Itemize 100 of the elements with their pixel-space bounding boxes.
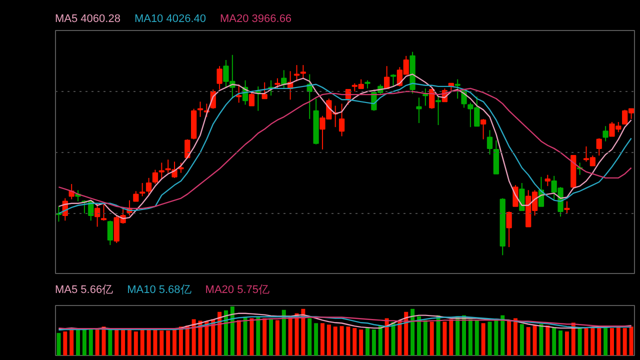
bar [468,319,472,356]
bar [571,322,576,356]
bar [610,328,614,356]
candlestick [94,202,100,228]
candlestick [454,78,460,100]
candlestick [602,126,608,142]
candlestick [236,84,242,104]
candlestick [152,169,158,185]
bar [250,318,254,356]
bar [410,308,415,356]
bar [590,328,595,356]
bar [224,310,228,356]
bar [346,326,350,356]
bar [616,327,620,356]
bar [558,330,563,356]
bar [398,320,402,356]
bar [127,330,132,356]
bar [366,328,370,356]
bar [82,330,86,356]
text: MA10 4026.40 [134,13,206,25]
bar [532,326,537,356]
bar [352,328,357,356]
bar [340,326,344,356]
bar [218,312,222,356]
bar [166,330,170,356]
bar [160,330,164,356]
bar [262,318,267,356]
bar [359,330,364,356]
bar [333,326,338,356]
bar [134,331,138,356]
bar [552,327,556,356]
bar [474,320,479,356]
bar [308,318,312,356]
bar [494,320,498,356]
candlestick [248,91,255,106]
bar [275,320,280,356]
bar [423,320,428,356]
bar [622,328,627,356]
candlestick [216,66,222,90]
candlestick [178,162,184,174]
bar [430,322,434,356]
bar [326,324,331,356]
bar [507,320,512,356]
bar [442,322,447,356]
bar [243,316,248,356]
bar [95,330,100,356]
bar [372,330,376,356]
candlestick [338,103,345,137]
bar [56,332,61,356]
bar [604,328,608,356]
bar [513,318,518,356]
bar [172,328,177,356]
candlestick [422,88,428,106]
bar [146,330,151,356]
bar [114,330,119,356]
bar [269,319,274,356]
bar [211,319,216,356]
text: MA5 5.66亿 [55,284,114,296]
candlestick [564,200,570,214]
text: MA10 5.68亿 [127,284,192,296]
bar [449,319,454,356]
candlestick [262,82,268,100]
candlestick [300,64,306,79]
candlestick [506,210,512,248]
bar [88,329,93,356]
bar [436,315,440,356]
bar [185,326,190,356]
bar [539,324,544,356]
candlestick [596,138,602,156]
bar [230,306,234,356]
candlestick [158,162,164,180]
bar [384,318,389,356]
candlestick [107,220,113,246]
candlestick [435,96,442,126]
bar [404,312,408,356]
candlestick [133,190,139,202]
candlestick [140,182,146,197]
candlestick [519,182,525,211]
bar [192,319,196,356]
bar [320,323,324,356]
bar [70,328,74,356]
bar [597,328,602,356]
bar [76,330,80,356]
bar [578,328,582,356]
bar [178,326,183,356]
bar [140,330,144,356]
bar [520,324,524,356]
bar [416,316,421,356]
candlestick [197,101,204,118]
bar [314,323,318,356]
candlestick [390,74,396,87]
bar [378,326,382,356]
bar [121,330,126,356]
candlestick [294,64,300,82]
bar [481,323,486,356]
candlestick [544,174,550,187]
candlestick [274,78,280,89]
bar [282,310,286,356]
text: MA20 5.75亿 [205,284,270,296]
text: MA20 3966.66 [220,13,292,25]
